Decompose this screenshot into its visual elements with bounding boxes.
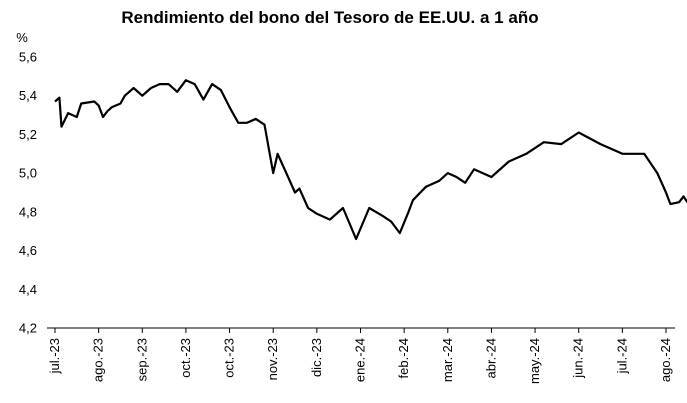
y-axis-unit-label: % <box>16 30 28 45</box>
y-tick-label: 5,6 <box>19 50 37 65</box>
y-axis-tick-labels: 5,6 5,4 5,2 5,0 4,8 4,6 4,4 4,2 <box>19 50 37 336</box>
x-tick-label: mar.-24 <box>440 338 455 382</box>
y-tick-label: 5,4 <box>19 88 37 103</box>
x-tick-label: oct.-23 <box>222 338 237 378</box>
x-tick-label: ago.-24 <box>658 338 673 382</box>
x-tick-label: ago.-23 <box>91 338 106 382</box>
x-tick-label: jul.-23 <box>47 338 62 374</box>
x-axis-tick-labels: jul.-23 ago.-23 sep.-23 oct.-23 oct.-23 nov.-… <box>47 338 673 384</box>
chart-title: Rendimiento del bono del Tesoro de EE.UU… <box>121 8 538 27</box>
x-axis-tick-marks <box>54 328 667 333</box>
x-tick-label: abr.-24 <box>483 338 498 378</box>
x-tick-label: jul.-24 <box>614 338 629 374</box>
y-tick-label: 4,4 <box>19 282 37 297</box>
y-tick-label: 5,0 <box>19 166 37 181</box>
y-tick-label: 4,6 <box>19 243 37 258</box>
x-tick-label: sep.-23 <box>134 338 149 381</box>
x-tick-label: may.-24 <box>527 338 542 384</box>
y-tick-label: 5,2 <box>19 127 37 142</box>
y-tick-label: 4,8 <box>19 204 37 219</box>
x-tick-label: dic.-23 <box>309 338 324 377</box>
series-line <box>54 79 687 241</box>
x-tick-label: feb.-24 <box>396 338 411 378</box>
x-tick-label: ene.-24 <box>353 338 368 382</box>
x-tick-label: jun.-24 <box>571 338 586 379</box>
y-tick-label: 4,2 <box>19 321 37 336</box>
x-tick-label: oct.-23 <box>178 338 193 378</box>
x-tick-label: nov.-23 <box>265 338 280 380</box>
